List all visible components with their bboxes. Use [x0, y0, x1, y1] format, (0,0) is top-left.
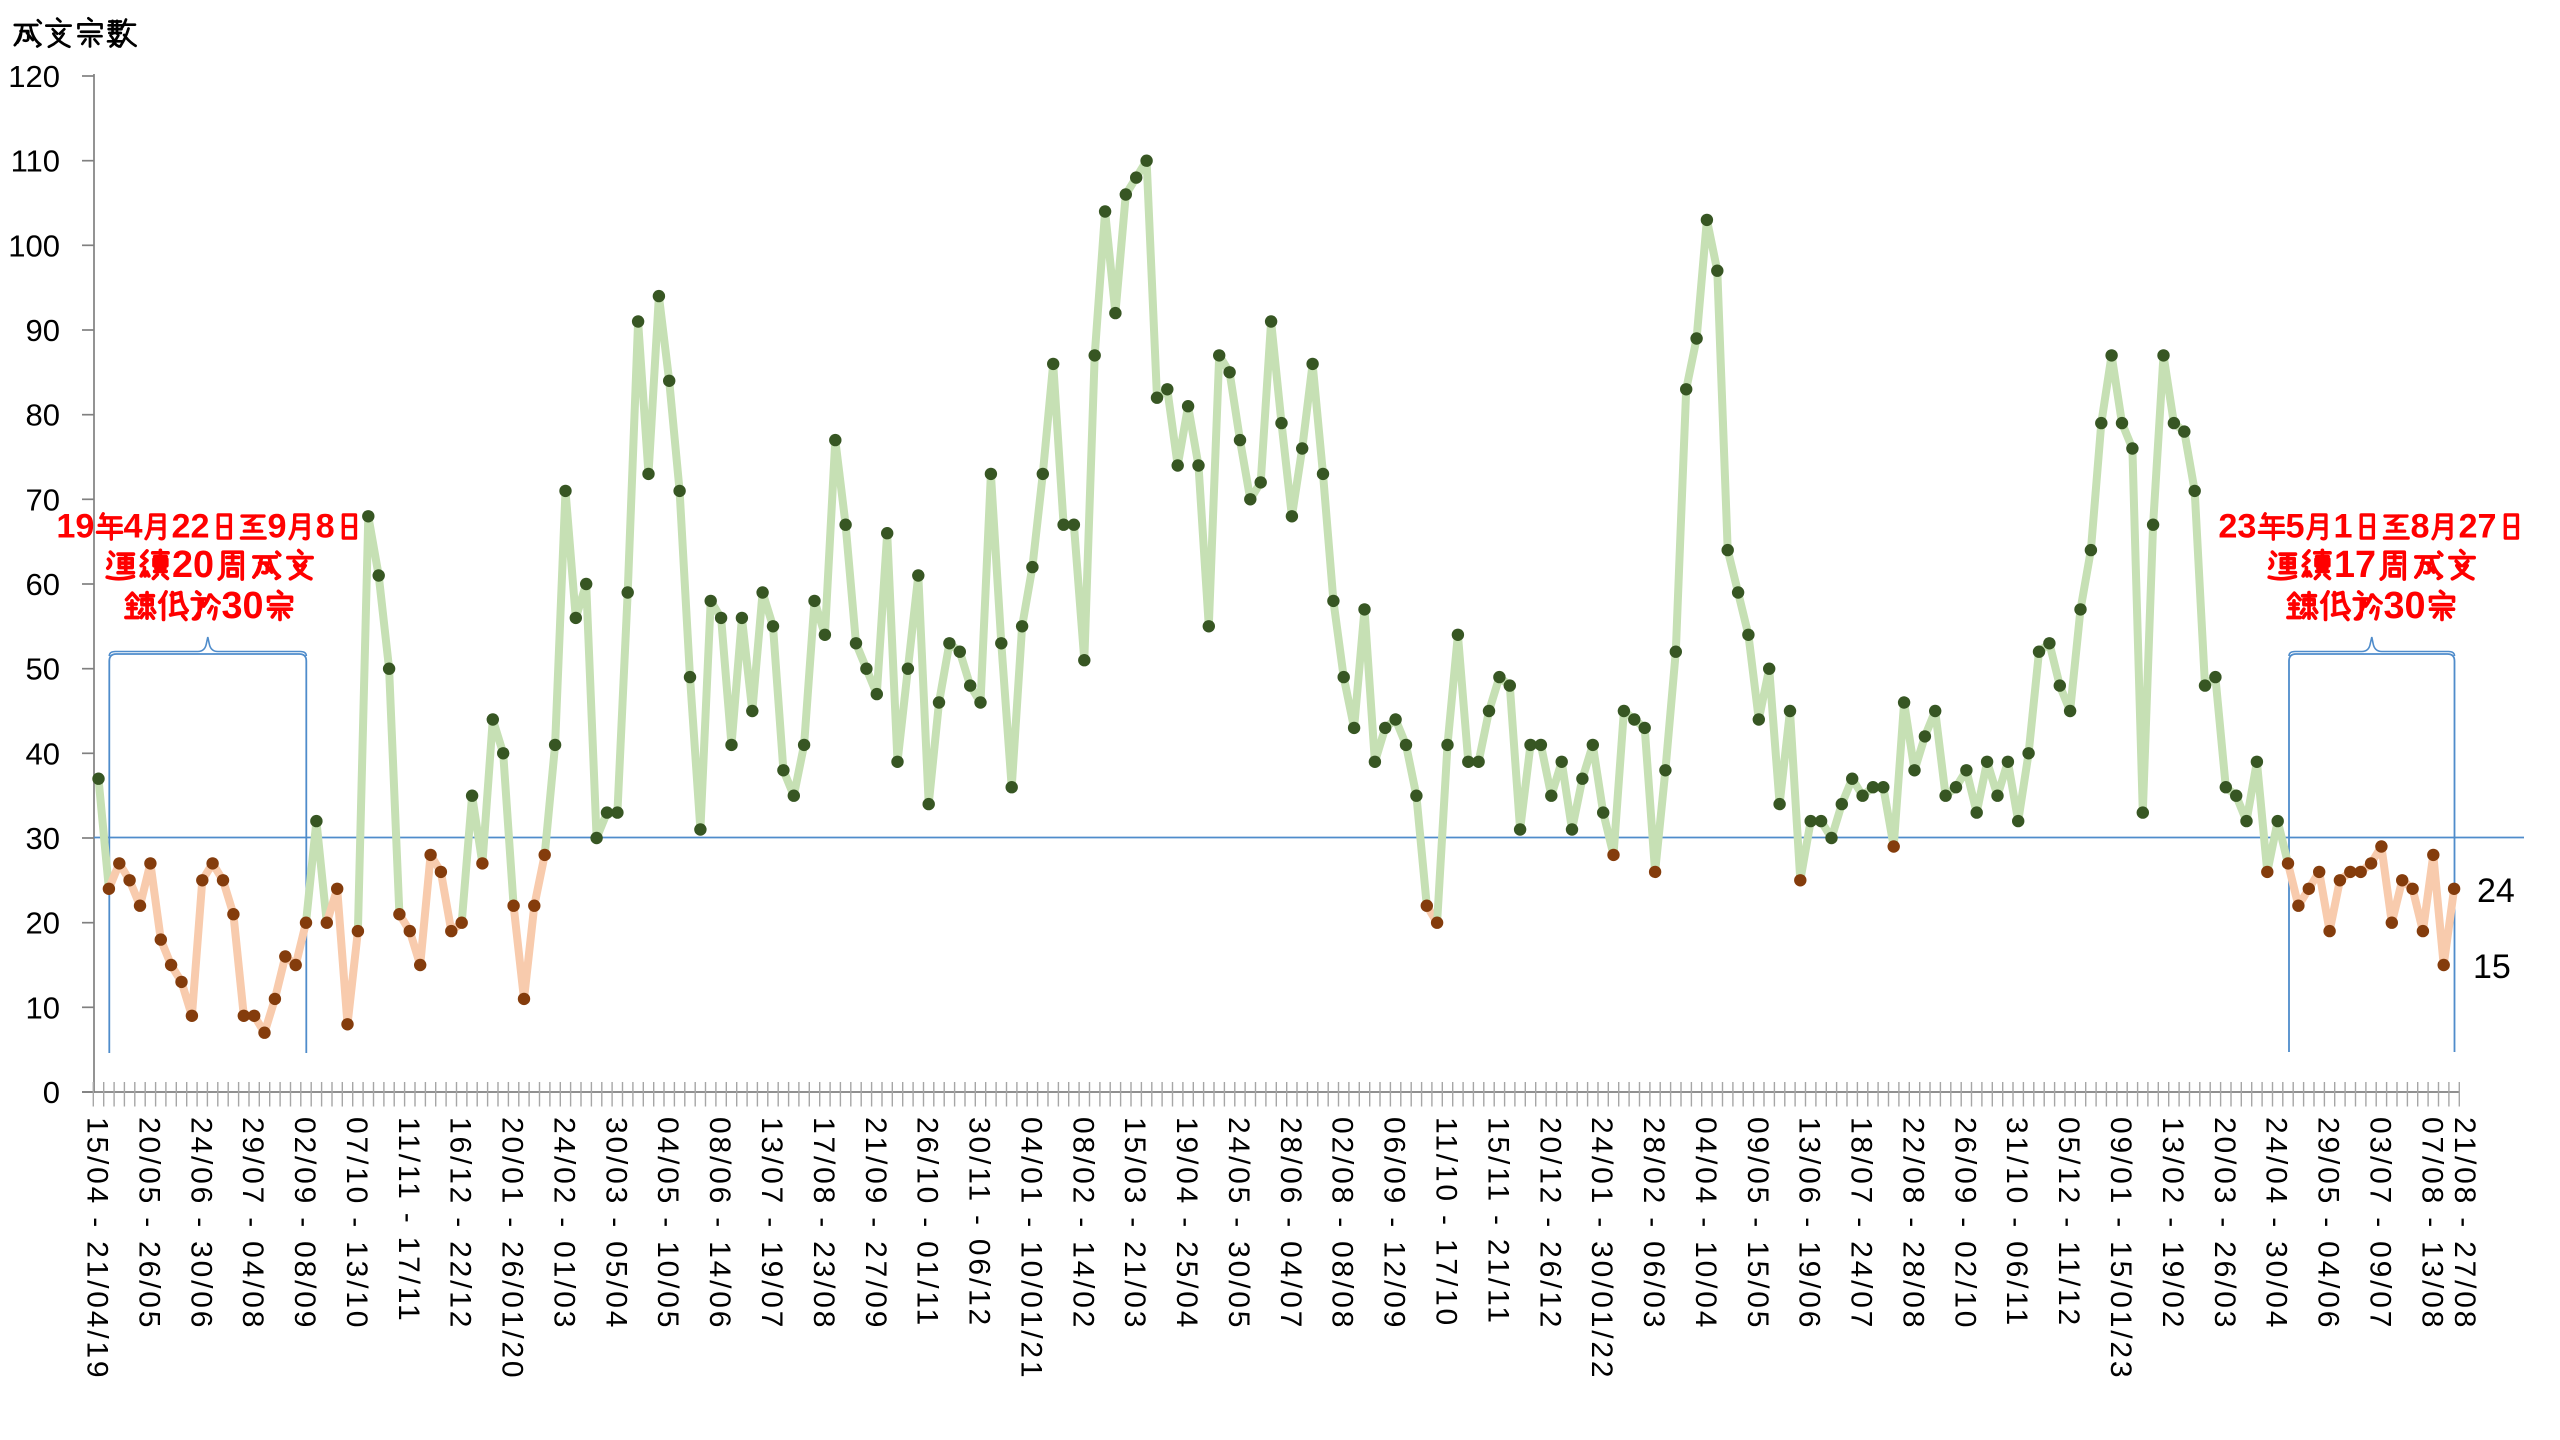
svg-text:31/10 - 06/11: 31/10 - 06/11 [2000, 1117, 2033, 1328]
svg-text:23: 23 [2218, 508, 2256, 546]
svg-text:29/07 - 04/08: 29/07 - 04/08 [236, 1117, 269, 1330]
svg-text:13/02 - 19/02: 13/02 - 19/02 [2156, 1117, 2189, 1330]
svg-text:4: 4 [124, 508, 143, 546]
svg-text:120: 120 [8, 59, 60, 94]
svg-text:24/06 - 30/06: 24/06 - 30/06 [184, 1117, 217, 1330]
svg-text:13/06 - 19/06: 13/06 - 19/06 [1793, 1117, 1826, 1330]
svg-text:22/08 - 28/08: 22/08 - 28/08 [1897, 1117, 1930, 1330]
svg-text:07/08 - 13/08: 07/08 - 13/08 [2415, 1117, 2448, 1330]
svg-text:20/03 - 26/03: 20/03 - 26/03 [2208, 1117, 2241, 1330]
svg-text:30: 30 [26, 821, 60, 856]
svg-text:04/05 - 10/05: 04/05 - 10/05 [651, 1117, 684, 1330]
svg-text:04/01 - 10/01/21: 04/01 - 10/01/21 [1014, 1117, 1047, 1380]
svg-text:20/05 - 26/05: 20/05 - 26/05 [132, 1117, 165, 1330]
svg-text:16/12 - 22/12: 16/12 - 22/12 [444, 1117, 477, 1330]
svg-text:20/01 - 26/01/20: 20/01 - 26/01/20 [496, 1117, 529, 1380]
svg-text:19/04 - 25/04: 19/04 - 25/04 [1170, 1117, 1203, 1330]
svg-text:08/02 - 14/02: 08/02 - 14/02 [1066, 1117, 1099, 1330]
svg-text:05/12 - 11/12: 05/12 - 11/12 [2052, 1117, 2085, 1328]
svg-text:29/05 - 04/06: 29/05 - 04/06 [2312, 1117, 2345, 1330]
svg-text:17: 17 [2334, 544, 2376, 586]
svg-text:0: 0 [43, 1075, 60, 1110]
svg-text:27: 27 [2459, 508, 2497, 546]
svg-text:24/01 - 30/01/22: 24/01 - 30/01/22 [1585, 1117, 1618, 1380]
svg-text:20: 20 [26, 906, 60, 941]
svg-text:15/03 - 21/03: 15/03 - 21/03 [1118, 1117, 1151, 1330]
svg-text:30/11 - 06/12: 30/11 - 06/12 [963, 1117, 996, 1328]
svg-text:30/03 - 05/04: 30/03 - 05/04 [599, 1117, 632, 1330]
svg-text:09/05 - 15/05: 09/05 - 15/05 [1741, 1117, 1774, 1330]
svg-text:15/11 - 21/11: 15/11 - 21/11 [1481, 1117, 1514, 1326]
svg-text:09/01 - 15/01/23: 09/01 - 15/01/23 [2104, 1117, 2137, 1380]
svg-text:26/09 - 02/10: 26/09 - 02/10 [1948, 1117, 1981, 1330]
svg-text:19: 19 [56, 508, 94, 546]
svg-text:06/09 - 12/09: 06/09 - 12/09 [1378, 1117, 1411, 1330]
svg-text:80: 80 [26, 398, 60, 433]
svg-text:90: 90 [26, 313, 60, 348]
svg-text:20: 20 [172, 544, 214, 586]
svg-text:17/08 - 23/08: 17/08 - 23/08 [807, 1117, 840, 1330]
svg-text:22: 22 [172, 508, 210, 546]
svg-text:20/12 - 26/12: 20/12 - 26/12 [1533, 1117, 1566, 1330]
svg-text:24/04 - 30/04: 24/04 - 30/04 [2260, 1117, 2293, 1330]
svg-text:28/02 - 06/03: 28/02 - 06/03 [1637, 1117, 1670, 1330]
svg-text:24/05 - 30/05: 24/05 - 30/05 [1222, 1117, 1255, 1330]
svg-text:24: 24 [2477, 872, 2515, 910]
svg-text:08/06 - 14/06: 08/06 - 14/06 [703, 1117, 736, 1330]
svg-text:50: 50 [26, 652, 60, 687]
svg-text:21/08 - 27/08: 21/08 - 27/08 [2448, 1117, 2481, 1330]
svg-text:11/11 - 17/11: 11/11 - 17/11 [392, 1117, 425, 1324]
svg-text:21/09 - 27/09: 21/09 - 27/09 [859, 1117, 892, 1330]
svg-text:30: 30 [222, 585, 264, 627]
svg-text:24/02 - 01/03: 24/02 - 01/03 [548, 1117, 581, 1330]
svg-text:9: 9 [268, 508, 287, 546]
svg-text:15: 15 [2473, 948, 2511, 986]
svg-text:10: 10 [26, 990, 60, 1025]
svg-text:02/08 - 08/08: 02/08 - 08/08 [1326, 1117, 1359, 1330]
svg-text:1: 1 [2334, 508, 2353, 546]
svg-text:04/04 - 10/04: 04/04 - 10/04 [1689, 1117, 1722, 1330]
svg-text:15/04 - 21/04/19: 15/04 - 21/04/19 [81, 1117, 114, 1380]
svg-text:8: 8 [2411, 508, 2430, 546]
svg-text:26/10 - 01/11: 26/10 - 01/11 [911, 1117, 944, 1328]
svg-text:100: 100 [8, 228, 60, 263]
svg-text:13/07 - 19/07: 13/07 - 19/07 [755, 1117, 788, 1330]
svg-text:02/09 - 08/09: 02/09 - 08/09 [288, 1117, 321, 1330]
svg-text:07/10 - 13/10: 07/10 - 13/10 [340, 1117, 373, 1330]
svg-text:30: 30 [2384, 585, 2426, 627]
svg-text:8: 8 [316, 508, 335, 546]
svg-text:60: 60 [26, 567, 60, 602]
svg-text:5: 5 [2286, 508, 2305, 546]
svg-text:11/10 - 17/10: 11/10 - 17/10 [1430, 1117, 1463, 1328]
svg-text:28/06 - 04/07: 28/06 - 04/07 [1274, 1117, 1307, 1330]
svg-text:40: 40 [26, 736, 60, 771]
svg-text:110: 110 [11, 144, 60, 179]
svg-text:03/07 - 09/07: 03/07 - 09/07 [2363, 1117, 2396, 1330]
svg-text:70: 70 [26, 482, 60, 517]
svg-text:18/07 - 24/07: 18/07 - 24/07 [1845, 1117, 1878, 1330]
